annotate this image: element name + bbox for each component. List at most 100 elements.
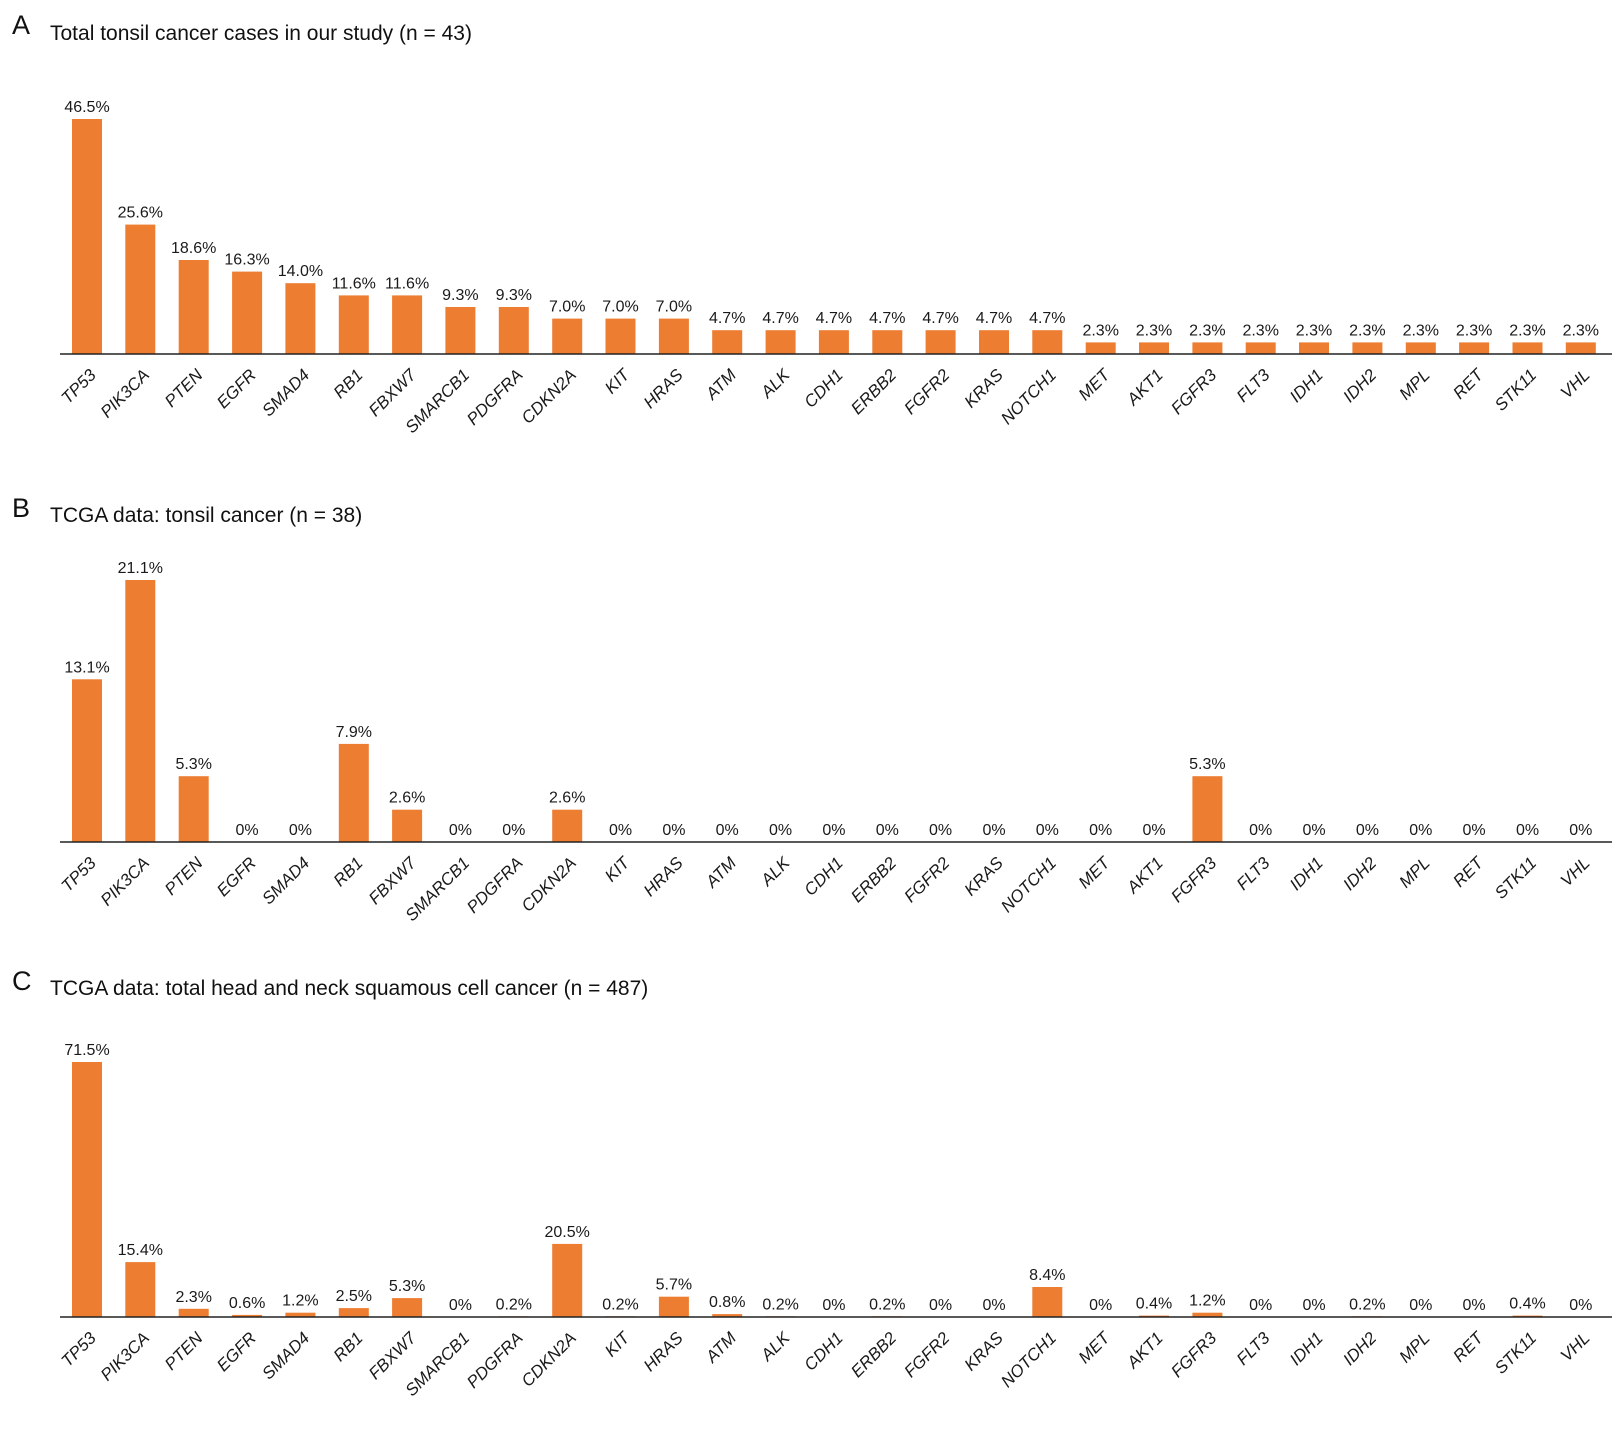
category-label-atm: ATM — [701, 365, 740, 404]
category-label-erbb2: ERBB2 — [847, 1328, 900, 1381]
category-label-idh1: IDH1 — [1286, 365, 1327, 406]
category-label-notch1: NOTCH1 — [997, 1328, 1060, 1391]
data-label-smarcb1: 0% — [449, 1297, 472, 1314]
data-label-ret: 2.3% — [1456, 322, 1492, 339]
category-label-vhl: VHL — [1557, 1328, 1594, 1365]
category-label-kit: KIT — [601, 364, 634, 397]
data-label-met: 0% — [1089, 822, 1112, 839]
category-label-atm: ATM — [701, 1328, 740, 1367]
data-label-egfr: 0.6% — [229, 1295, 265, 1312]
bar-fgfr3 — [1192, 1312, 1223, 1317]
data-label-cdkn2a: 2.6% — [549, 790, 585, 807]
category-label-alk: ALK — [757, 1328, 794, 1365]
category-label-kras: KRAS — [961, 853, 1008, 900]
data-label-pten: 2.3% — [175, 1289, 211, 1306]
category-label-met: MET — [1075, 1327, 1115, 1367]
data-label-rb1: 7.9% — [336, 724, 372, 741]
data-label-pdgfra: 9.3% — [496, 287, 532, 304]
category-label-flt3: FLT3 — [1233, 853, 1274, 894]
data-label-pdgfra: 0.2% — [496, 1296, 532, 1313]
data-label-pdgfra: 0% — [502, 822, 525, 839]
bar-cdkn2a — [552, 1243, 583, 1317]
data-label-flt3: 2.3% — [1242, 322, 1278, 339]
data-label-idh2: 2.3% — [1349, 322, 1385, 339]
panel-a: A Total tonsil cancer cases in our study… — [12, 10, 1612, 437]
category-label-pten: PTEN — [161, 853, 207, 899]
data-label-fgfr2: 4.7% — [922, 310, 958, 327]
data-label-smad4: 0% — [289, 822, 312, 839]
category-label-mpl: MPL — [1395, 853, 1433, 891]
category-label-idh1: IDH1 — [1286, 1328, 1327, 1369]
data-label-akt1: 0.4% — [1136, 1296, 1172, 1313]
category-label-tp53: TP53 — [58, 1328, 101, 1371]
data-label-egfr: 0% — [236, 822, 259, 839]
data-label-idh1: 0% — [1302, 822, 1325, 839]
category-label-fgfr3: FGFR3 — [1167, 853, 1220, 906]
data-label-ret: 0% — [1463, 1297, 1486, 1314]
panel-a-letter: A — [12, 10, 30, 40]
category-label-notch1: NOTCH1 — [997, 853, 1060, 916]
data-label-smarcb1: 0% — [449, 822, 472, 839]
category-label-fgfr2: FGFR2 — [901, 365, 954, 418]
bar-hras — [658, 1296, 689, 1317]
bar-stk11 — [1512, 342, 1543, 354]
data-label-akt1: 2.3% — [1136, 322, 1172, 339]
category-label-akt1: AKT1 — [1123, 365, 1167, 409]
bar-notch1 — [1032, 1287, 1063, 1317]
category-label-kras: KRAS — [961, 365, 1008, 412]
data-label-met: 2.3% — [1082, 322, 1118, 339]
data-label-cdkn2a: 7.0% — [549, 299, 585, 316]
panel-a-chart: 46.5% TP53 25.6% PIK3CA 18.6% PTEN 16.3% EGFR 14… — [58, 99, 1612, 437]
data-label-cdh1: 0% — [822, 1297, 845, 1314]
panel-b: B TCGA data: tonsil cancer (n = 38) 13.1… — [12, 493, 1612, 925]
data-label-vhl: 0% — [1569, 822, 1592, 839]
category-label-cdkn2a: CDKN2A — [518, 853, 580, 915]
data-label-flt3: 0% — [1249, 822, 1272, 839]
bar-tp53 — [72, 679, 102, 842]
bar-pdgfra — [498, 307, 529, 354]
data-label-cdh1: 4.7% — [816, 310, 852, 327]
panel-b-title: TCGA data: tonsil cancer (n = 38) — [50, 504, 362, 527]
category-label-alk: ALK — [757, 365, 794, 402]
bar-fgfr2 — [925, 330, 956, 354]
category-label-akt1: AKT1 — [1123, 853, 1167, 897]
data-label-ret: 0% — [1463, 822, 1486, 839]
category-label-egfr: EGFR — [213, 1328, 260, 1375]
data-label-kit: 7.0% — [602, 299, 638, 316]
category-label-pik3ca: PIK3CA — [97, 853, 153, 909]
category-label-fgfr3: FGFR3 — [1167, 365, 1220, 418]
bar-flt3 — [1245, 342, 1276, 354]
category-label-pik3ca: PIK3CA — [97, 1328, 153, 1384]
bar-ret — [1459, 342, 1490, 354]
category-label-kras: KRAS — [961, 1328, 1008, 1375]
data-label-fgfr3: 5.3% — [1189, 756, 1225, 773]
category-label-cdkn2a: CDKN2A — [518, 365, 580, 427]
category-label-cdh1: CDH1 — [801, 1328, 847, 1374]
data-label-notch1: 4.7% — [1029, 310, 1065, 327]
bar-tp53 — [72, 119, 102, 354]
category-label-stk11: STK11 — [1491, 1328, 1540, 1377]
bar-fgfr3 — [1192, 342, 1223, 354]
bar-mpl — [1405, 342, 1436, 354]
panel-c-chart: 71.5% TP53 15.4% PIK3CA 2.3% PTEN 0.6% EGFR 1.2%… — [58, 1042, 1612, 1400]
category-label-flt3: FLT3 — [1233, 365, 1274, 406]
data-label-idh1: 2.3% — [1296, 322, 1332, 339]
bar-pik3ca — [125, 1262, 156, 1317]
data-label-fbxw7: 5.3% — [389, 1278, 425, 1295]
category-label-erbb2: ERBB2 — [847, 365, 900, 418]
data-label-akt1: 0% — [1142, 822, 1165, 839]
bar-erbb2 — [872, 330, 903, 354]
data-label-kras: 4.7% — [976, 310, 1012, 327]
data-label-idh2: 0.2% — [1349, 1296, 1385, 1313]
category-label-met: MET — [1075, 364, 1115, 404]
category-label-hras: HRAS — [640, 1328, 687, 1375]
bar-kras — [979, 330, 1009, 354]
category-label-notch1: NOTCH1 — [997, 365, 1060, 428]
bar-kit — [605, 318, 636, 354]
category-label-cdh1: CDH1 — [801, 853, 847, 899]
category-label-rb1: RB1 — [330, 853, 367, 890]
category-label-egfr: EGFR — [213, 365, 260, 412]
category-label-hras: HRAS — [640, 365, 687, 412]
bar-pten — [178, 260, 209, 354]
